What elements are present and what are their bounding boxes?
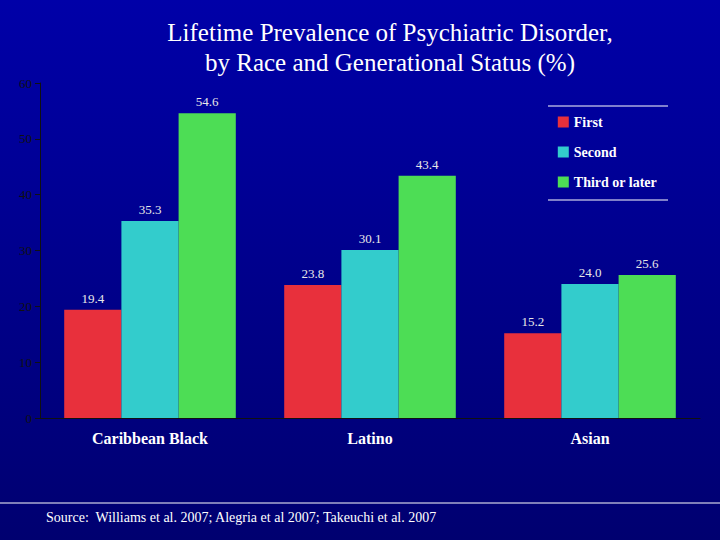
svg-text:19.4: 19.4 xyxy=(81,291,104,306)
svg-text:20: 20 xyxy=(19,299,32,314)
svg-text:Lifetime Prevalence of Psychia: Lifetime Prevalence of Psychiatric Disor… xyxy=(167,19,612,46)
svg-text:24.0: 24.0 xyxy=(579,265,602,280)
svg-text:35.3: 35.3 xyxy=(139,202,162,217)
svg-text:23.8: 23.8 xyxy=(301,266,324,281)
svg-text:Source: Williams et al. 2007;: Source: Williams et al. 2007; Alegria et… xyxy=(46,510,436,525)
svg-text:0: 0 xyxy=(26,411,33,426)
svg-text:30: 30 xyxy=(19,243,32,258)
svg-text:Asian: Asian xyxy=(570,430,609,447)
svg-text:Latino: Latino xyxy=(347,430,392,447)
svg-text:10: 10 xyxy=(19,355,32,370)
svg-text:60: 60 xyxy=(19,76,32,91)
svg-text:54.6: 54.6 xyxy=(196,94,219,109)
svg-text:43.4: 43.4 xyxy=(416,157,439,172)
svg-text:25.6: 25.6 xyxy=(636,256,659,271)
svg-text:First: First xyxy=(574,115,603,130)
svg-text:Second: Second xyxy=(574,145,617,160)
svg-text:Caribbean Black: Caribbean Black xyxy=(92,430,208,447)
svg-text:by Race and Generational Statu: by Race and Generational Status (%) xyxy=(205,49,575,77)
svg-text:50: 50 xyxy=(19,131,32,146)
svg-text:30.1: 30.1 xyxy=(359,231,382,246)
svg-text:40: 40 xyxy=(19,187,32,202)
svg-text:Third or later: Third or later xyxy=(574,175,657,190)
svg-text:15.2: 15.2 xyxy=(521,314,544,329)
